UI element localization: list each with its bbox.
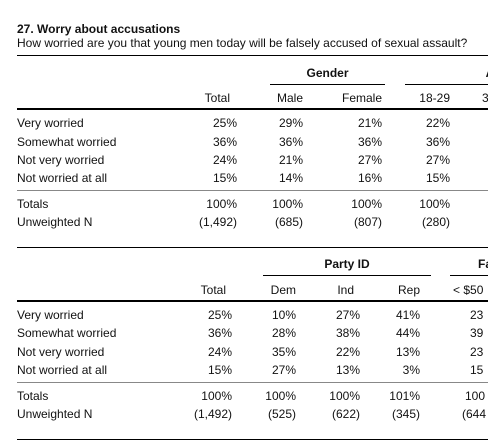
table-cell: (807) <box>353 215 382 229</box>
table-rule <box>17 382 488 383</box>
table-rule <box>17 108 488 110</box>
table-cell: 100% <box>419 197 450 211</box>
table-cell: 15% <box>425 171 450 185</box>
table-cell: 13% <box>335 363 360 377</box>
column-header: Ind <box>337 283 354 297</box>
table-cell: 22% <box>335 345 360 359</box>
table-cell: 36% <box>278 135 303 149</box>
row-label: Not very worried <box>17 153 105 167</box>
table-cell: (685) <box>274 215 303 229</box>
column-header: Total <box>200 283 226 297</box>
row-label: Somewhat worried <box>17 135 117 149</box>
table-cell: 44% <box>395 326 420 340</box>
table-cell: 22% <box>425 116 450 130</box>
row-label: Not very worried <box>17 345 105 359</box>
table-cell: 21% <box>357 116 382 130</box>
table-cell: 100% <box>272 197 303 211</box>
table-cell: 25% <box>212 116 237 130</box>
table-cell: 36% <box>357 135 382 149</box>
table-cell: 29% <box>278 116 303 130</box>
table-cell: 24% <box>212 153 237 167</box>
group-header-age-cut: A <box>480 66 488 80</box>
row-label: Somewhat worried <box>17 326 117 340</box>
table-cell: 16% <box>357 171 382 185</box>
table-cell: 27% <box>425 153 450 167</box>
table-cell: 100% <box>201 389 232 403</box>
table-cell: 15% <box>212 171 237 185</box>
table-cell: 27% <box>357 153 382 167</box>
divider <box>17 55 488 56</box>
table-cell: 39 <box>470 326 484 340</box>
column-header: Total <box>204 91 230 105</box>
column-header: Dem <box>270 283 296 297</box>
table-cell: (644 <box>462 407 487 421</box>
column-header: 18-29 <box>419 91 450 105</box>
table-cell: (525) <box>267 407 296 421</box>
table-cell: (1,492) <box>193 407 232 421</box>
row-label: Not worried at all <box>17 363 108 377</box>
table-cell: 27% <box>335 308 360 322</box>
row-label: Very worried <box>17 308 84 322</box>
question-text: How worried are you that young men today… <box>17 36 468 50</box>
group-header-party-id: Party ID <box>324 257 370 271</box>
group-header-income-cut: Fa <box>477 257 488 271</box>
column-header: < $50 <box>453 283 484 297</box>
group-underline <box>270 84 385 85</box>
group-underline <box>450 275 488 276</box>
table-cell: 14% <box>278 171 303 185</box>
table-cell: 15 <box>470 363 484 377</box>
row-label: Totals <box>17 197 49 211</box>
table-cell: 100% <box>329 389 360 403</box>
table-cell: 10% <box>271 308 296 322</box>
divider <box>17 247 488 248</box>
table-cell: 23 <box>470 345 484 359</box>
column-header: Male <box>276 91 303 105</box>
group-header-gender: Gender <box>306 66 349 80</box>
table-cell: 3% <box>402 363 420 377</box>
row-label: Not worried at all <box>17 171 108 185</box>
table-cell: 21% <box>278 153 303 167</box>
group-underline <box>405 84 488 85</box>
table-cell: 36% <box>207 326 232 340</box>
table-cell: 101% <box>389 389 420 403</box>
page-title: 27. Worry about accusations <box>17 22 181 36</box>
table-cell: 25% <box>207 308 232 322</box>
table-rule <box>17 300 488 302</box>
row-label: Totals <box>17 389 49 403</box>
table-cell: 35% <box>271 345 296 359</box>
table-cell: 28% <box>271 326 296 340</box>
table-cell: (280) <box>421 215 450 229</box>
table-rule <box>17 190 488 191</box>
table-cell: 100% <box>206 197 237 211</box>
table-cell: 24% <box>207 345 232 359</box>
row-label: Unweighted N <box>17 215 93 229</box>
table-cell: (1,492) <box>198 215 237 229</box>
table-cell: 13% <box>395 345 420 359</box>
table-cell: 36% <box>212 135 237 149</box>
group-underline <box>263 275 431 276</box>
column-header: Female <box>341 91 382 105</box>
table-cell: (345) <box>391 407 420 421</box>
table-cell: 100% <box>351 197 382 211</box>
table-cell: 27% <box>271 363 296 377</box>
table-cell: (622) <box>331 407 360 421</box>
column-header: 3 <box>482 91 488 105</box>
column-header: Rep <box>397 283 420 297</box>
table-cell: 36% <box>425 135 450 149</box>
row-label: Very worried <box>17 116 84 130</box>
table-cell: 15% <box>207 363 232 377</box>
table-cell: 38% <box>335 326 360 340</box>
table-cell: 41% <box>395 308 420 322</box>
table-cell: 100% <box>265 389 296 403</box>
table-cell: 100 <box>465 389 486 403</box>
table-cell: 23 <box>470 308 484 322</box>
divider <box>17 439 488 440</box>
row-label: Unweighted N <box>17 407 93 421</box>
